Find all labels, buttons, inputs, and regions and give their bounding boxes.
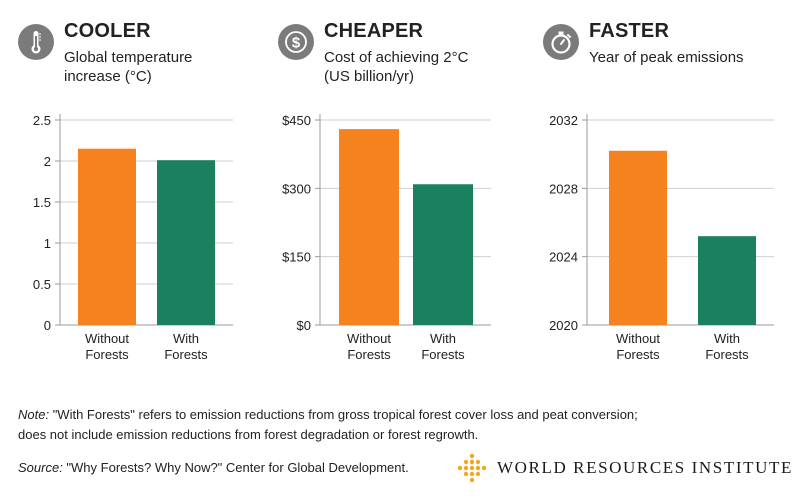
chart-title: COOLER <box>64 20 151 42</box>
x-tick-label: Forests <box>85 347 129 362</box>
chart-title: CHEAPER <box>324 20 424 42</box>
thermometer-icon <box>18 24 54 60</box>
x-tick-label: Forests <box>705 347 749 362</box>
x-tick-label: Without <box>347 331 391 346</box>
footnote: Note: "With Forests" refers to emission … <box>18 405 638 445</box>
y-tick-label: 0 <box>44 318 51 333</box>
y-tick-label: $0 <box>297 318 311 333</box>
source-line: Source: "Why Forests? Why Now?" Center f… <box>18 460 409 475</box>
chart-subtitle: Year of peak emissions <box>589 49 744 66</box>
y-tick-label: 1.5 <box>33 195 51 210</box>
bar-without-forests <box>609 150 667 325</box>
y-tick-label: 2 <box>44 154 51 169</box>
chart-panel-cheaper: $ CHEAPER Cost of achieving 2°C (US bill… <box>278 0 528 380</box>
y-tick-label: $150 <box>282 250 311 265</box>
x-tick-label: With <box>714 331 740 346</box>
note-label: Note: <box>18 407 50 422</box>
bar-with-forests <box>698 236 756 325</box>
y-tick-label: 2.5 <box>33 113 51 128</box>
y-tick-label: $300 <box>282 181 311 196</box>
bar-without-forests <box>78 148 136 325</box>
y-tick-label: 2020 <box>549 318 578 333</box>
x-tick-label: Without <box>85 331 129 346</box>
y-tick-label: 2024 <box>549 250 578 265</box>
note-text: "With Forests" refers to emission reduct… <box>49 407 638 422</box>
wri-logo-icon <box>457 453 487 483</box>
chart-title: FASTER <box>589 20 670 42</box>
x-tick-label: Without <box>616 331 660 346</box>
chart-subtitle: Cost of achieving 2°C (US billion/yr) <box>324 49 469 85</box>
chart-subtitle: Global temperature increase (°C) <box>64 49 193 85</box>
svg-text:$: $ <box>292 35 301 52</box>
source-label: Source: <box>18 460 63 475</box>
x-tick-label: Forests <box>164 347 208 362</box>
source-text: "Why Forests? Why Now?" Center for Globa… <box>62 460 409 475</box>
x-tick-label: Forests <box>421 347 465 362</box>
chart-panel-cooler: COOLER Global temperature increase (°C) … <box>18 0 258 380</box>
y-tick-label: 2028 <box>549 181 578 196</box>
x-tick-label: With <box>173 331 199 346</box>
y-tick-label: $450 <box>282 113 311 128</box>
bar-without-forests <box>339 129 399 325</box>
wri-logo: WORLD RESOURCES INSTITUTE <box>457 453 793 483</box>
x-tick-label: With <box>430 331 456 346</box>
y-tick-label: 0.5 <box>33 277 51 292</box>
y-tick-label: 2032 <box>549 113 578 128</box>
bar-with-forests <box>157 160 215 325</box>
wri-logo-text: WORLD RESOURCES INSTITUTE <box>497 458 793 477</box>
bar-with-forests <box>413 184 473 325</box>
chart-panel-faster: FASTER Year of peak emissions 2020 2024 20… <box>543 0 788 380</box>
note-text-2: does not include emission reductions fro… <box>18 427 479 442</box>
stopwatch-icon <box>543 24 579 60</box>
y-tick-label: 1 <box>44 236 51 251</box>
dollar-icon: $ <box>278 24 314 60</box>
x-tick-label: Forests <box>616 347 660 362</box>
x-tick-label: Forests <box>347 347 391 362</box>
chart-faster: 2020202420282032WithoutForestsWithForest… <box>549 113 774 362</box>
